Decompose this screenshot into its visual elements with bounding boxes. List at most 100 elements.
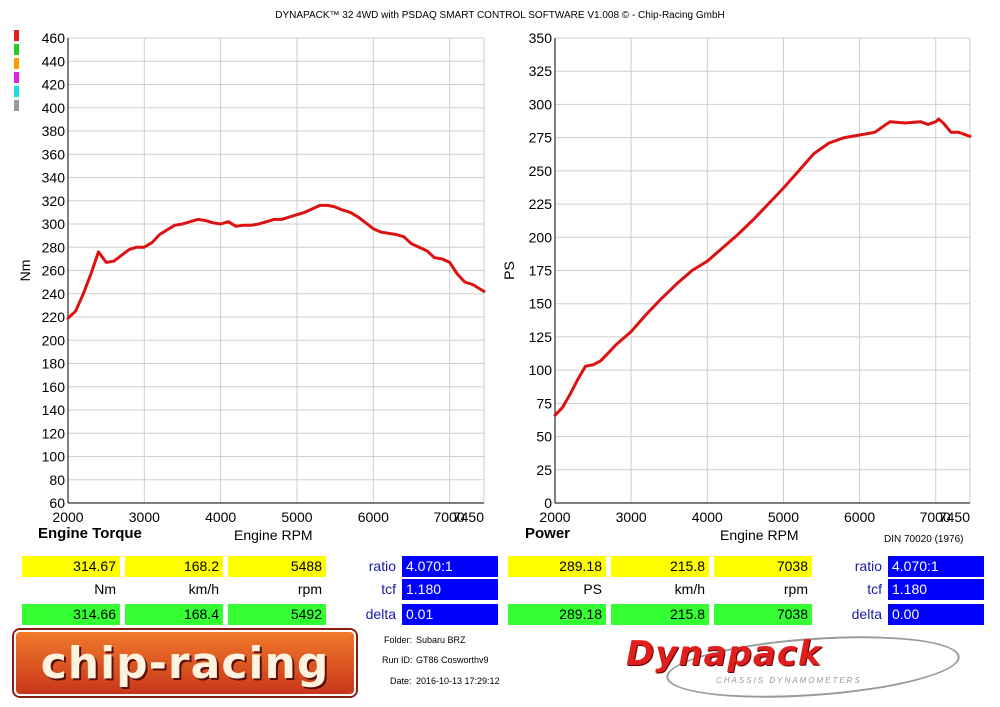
power-x-tick-label: 6000 [844, 509, 875, 525]
torque-x-tick-label: 3000 [129, 509, 160, 525]
legend-swatch-1 [14, 30, 19, 41]
legend-swatch-5 [14, 86, 19, 97]
power-x-tick-label: 7000 [920, 509, 951, 525]
legend-swatch-6 [14, 100, 19, 111]
power-reading-1: 289.18 [508, 556, 606, 577]
rpm-unit: rpm [297, 581, 322, 597]
power-x-tick-label: 3000 [616, 509, 647, 525]
date-value: 2016-10-13 17:29:12 [416, 676, 500, 686]
torque-y-tick-label: 220 [42, 309, 66, 325]
power-y-tick-label: 225 [529, 196, 553, 212]
torque-x-tick-label: 5000 [281, 509, 312, 525]
torque-y-tick-label: 260 [42, 263, 66, 279]
legend-swatch-2 [14, 44, 19, 55]
torque-x-tick-label: 7450 [453, 509, 484, 525]
power-ratio-value: 4.070:1 [888, 556, 984, 577]
dynapack-logo-subtitle: CHASSIS DYNAMOMETERS [716, 676, 862, 685]
torque-y-tick-label: 380 [42, 123, 66, 139]
torque-y-axis-title: Nm [17, 260, 33, 282]
torque-y-tick-label: 180 [42, 356, 66, 372]
torque-y-tick-label: 320 [42, 193, 66, 209]
torque-series-line [66, 203, 486, 320]
power-unit: PS [583, 581, 602, 597]
torque-y-tick-label: 280 [42, 239, 66, 255]
torque-y-tick-label: 300 [42, 216, 66, 232]
chip-racing-logo: chip-racing [14, 630, 356, 696]
torque-y-tick-label: 200 [42, 332, 66, 348]
torque-y-tick-label: 80 [49, 472, 65, 488]
power-y-tick-label: 150 [529, 296, 553, 312]
power-delta-value: 0.00 [888, 604, 984, 625]
power-x-tick-label: 7450 [939, 509, 970, 525]
power-tcf-label: tcf [867, 581, 882, 597]
power-series-line [553, 117, 972, 417]
power-y-tick-label: 100 [529, 362, 553, 378]
power-y-tick-label: 75 [536, 395, 552, 411]
power-y-tick-label: 25 [536, 462, 552, 478]
torque-unit: Nm [94, 581, 116, 597]
power-y-tick-label: 125 [529, 329, 553, 345]
torque-chart-title: Engine Torque [38, 525, 142, 542]
power-speed-unit: km/h [674, 581, 705, 597]
date-label: Date: [390, 676, 412, 686]
power-chart-title: Power [525, 525, 571, 542]
torque-delta-label: delta [365, 606, 396, 622]
power-x-tick-label: 5000 [768, 509, 799, 525]
speed-unit: km/h [188, 581, 219, 597]
power-ratio-label: ratio [854, 558, 882, 574]
torque-y-tick-label: 160 [42, 379, 66, 395]
torque-y-tick-label: 100 [42, 449, 66, 465]
torque-y-tick-label: 460 [42, 30, 66, 46]
torque-y-tick-label: 360 [42, 146, 66, 162]
power-x-tick-label: 2000 [539, 509, 570, 525]
torque-y-tick-label: 400 [42, 100, 66, 116]
power-speed-reading-1: 215.8 [611, 556, 709, 577]
torque-y-tick-label: 420 [42, 77, 66, 93]
torque-ratio-value: 4.070:1 [402, 556, 498, 577]
torque-y-tick-label: 120 [42, 425, 66, 441]
power-y-axis-title: PS [501, 261, 517, 280]
torque-x-tick-label: 2000 [52, 509, 83, 525]
chip-racing-logo-text: chip-racing [40, 637, 330, 689]
rpm-reading-1: 5488 [228, 556, 326, 577]
torque-ratio-label: ratio [368, 558, 396, 574]
run-id-label: Run ID: [382, 655, 413, 665]
power-tcf-value: 1.180 [888, 579, 984, 600]
torque-y-tick-label: 60 [49, 495, 65, 511]
power-y-tick-label: 300 [529, 96, 553, 112]
speed-reading-1: 168.2 [125, 556, 223, 577]
torque-y-tick-label: 140 [42, 402, 66, 418]
torque-reading-2: 314.66 [22, 604, 120, 625]
speed-reading-2: 168.4 [125, 604, 223, 625]
torque-reading-1: 314.67 [22, 556, 120, 577]
legend-swatch-3 [14, 58, 19, 69]
power-y-tick-label: 175 [529, 263, 553, 279]
power-y-tick-label: 275 [529, 130, 553, 146]
power-y-tick-label: 0 [544, 495, 552, 511]
power-x-axis-title: Engine RPM [720, 527, 799, 543]
dynapack-logo-text: Dynapack [626, 634, 822, 674]
power-y-tick-label: 200 [529, 229, 553, 245]
power-x-tick-label: 4000 [692, 509, 723, 525]
folder-label: Folder: [384, 635, 413, 645]
power-reading-2: 289.18 [508, 604, 606, 625]
torque-x-tick-label: 7000 [433, 509, 464, 525]
power-rpm-reading-1: 7038 [714, 556, 812, 577]
torque-delta-value: 0.01 [402, 604, 498, 625]
dynapack-logo: Dynapack CHASSIS DYNAMOMETERS [616, 627, 962, 707]
torque-x-tick-label: 4000 [205, 509, 236, 525]
torque-x-tick-label: 6000 [358, 509, 389, 525]
torque-y-tick-label: 440 [42, 53, 66, 69]
power-y-tick-label: 50 [536, 429, 552, 445]
torque-y-tick-label: 340 [42, 170, 66, 186]
folder-value: Subaru BRZ [416, 635, 466, 645]
run-id-value: GT86 Cosworthv9 [416, 655, 489, 665]
power-standard-label: DIN 70020 (1976) [884, 534, 964, 545]
torque-x-axis-title: Engine RPM [234, 527, 313, 543]
torque-tcf-value: 1.180 [402, 579, 498, 600]
torque-y-tick-label: 240 [42, 286, 66, 302]
power-y-tick-label: 325 [529, 63, 553, 79]
power-rpm-reading-2: 7038 [714, 604, 812, 625]
software-header: DYNAPACK™ 32 4WD with PSDAQ SMART CONTRO… [275, 10, 725, 21]
